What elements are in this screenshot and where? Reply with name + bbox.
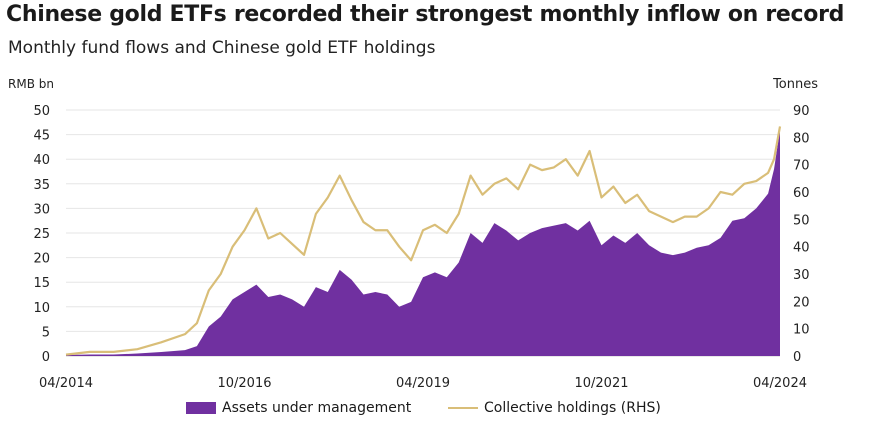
right-tick-label: 70 <box>793 159 810 174</box>
chart-area: 0 5 10 15 20 25 30 35 40 45 50 RMB bn 0 10 20 30 40 50 60… <box>8 77 818 391</box>
right-tick-label: 60 <box>793 186 810 201</box>
legend-label-holdings: Collective holdings (RHS) <box>484 400 661 416</box>
left-tick-label: 50 <box>33 104 50 119</box>
right-tick-label: 0 <box>793 350 801 365</box>
left-tick-label: 25 <box>33 227 50 242</box>
left-axis: 0 5 10 15 20 25 30 35 40 45 50 RMB bn <box>8 77 54 365</box>
left-axis-unit: RMB bn <box>8 77 54 91</box>
chart-legend: Assets under management Collective holdi… <box>0 400 870 422</box>
legend-label-aum: Assets under management <box>222 400 412 416</box>
left-tick-label: 40 <box>33 153 50 168</box>
right-tick-label: 40 <box>793 241 810 256</box>
series-holdings-line <box>65 126 782 356</box>
left-tick-label: 5 <box>42 325 50 340</box>
right-axis-unit: Tonnes <box>772 77 818 92</box>
x-axis: 04/2014 10/2016 04/2019 10/2021 04/2024 <box>39 376 807 391</box>
legend-swatch-holdings <box>448 407 478 409</box>
left-tick-label: 15 <box>33 276 50 291</box>
left-tick-label: 0 <box>42 350 50 365</box>
left-tick-label: 10 <box>33 301 50 316</box>
right-axis: 0 10 20 30 40 50 60 70 80 90 Tonnes <box>772 77 818 365</box>
x-tick-label: 04/2014 <box>39 376 93 391</box>
left-tick-label: 20 <box>33 252 50 267</box>
right-tick-label: 20 <box>793 295 810 310</box>
chart-subtitle: Monthly fund flows and Chinese gold ETF … <box>8 38 436 58</box>
right-tick-label: 80 <box>793 131 810 146</box>
left-tick-label: 35 <box>33 178 50 193</box>
left-tick-label: 30 <box>33 202 50 217</box>
right-tick-label: 30 <box>793 268 810 283</box>
series-layer <box>65 126 782 356</box>
x-tick-label: 10/2021 <box>574 376 628 391</box>
x-tick-label: 04/2019 <box>396 376 450 391</box>
right-tick-label: 10 <box>793 323 810 338</box>
left-tick-label: 45 <box>33 129 50 144</box>
chart-title: Chinese gold ETFs recorded their stronge… <box>6 2 845 27</box>
legend-item-aum[interactable]: Assets under management <box>186 400 411 416</box>
legend-swatch-aum <box>186 402 216 414</box>
legend-item-holdings[interactable]: Collective holdings (RHS) <box>448 400 661 416</box>
right-tick-label: 50 <box>793 213 810 228</box>
series-aum-area <box>66 129 780 356</box>
x-tick-label: 10/2016 <box>217 376 271 391</box>
x-tick-label: 04/2024 <box>753 376 807 391</box>
right-tick-label: 90 <box>793 104 810 119</box>
